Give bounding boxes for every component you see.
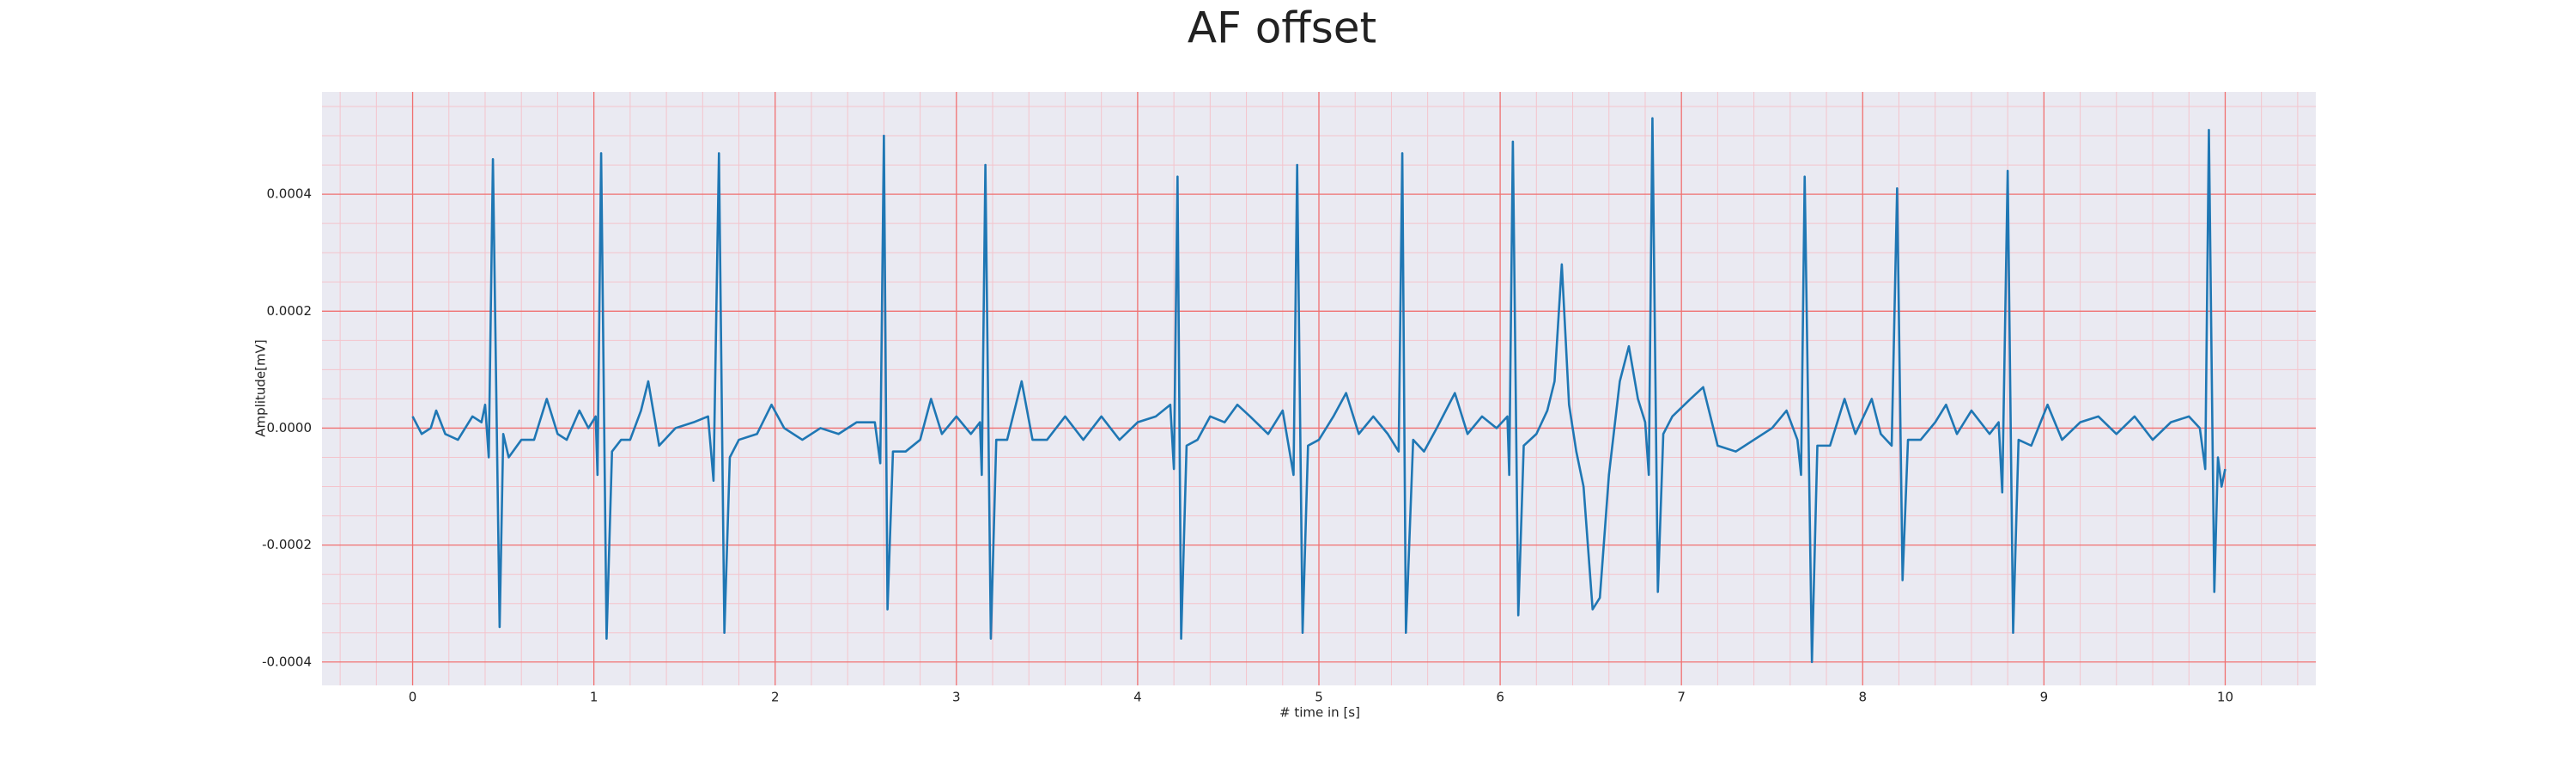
- x-tick-label: 1: [590, 690, 598, 705]
- chart-title: AF offset: [1188, 3, 1376, 53]
- x-tick-label: 10: [2217, 690, 2233, 705]
- y-axis-label: Amplitude[mV]: [253, 339, 269, 436]
- y-tick-label: -0.0004: [262, 654, 312, 669]
- x-tick-label: 9: [2040, 690, 2049, 705]
- y-tick-label: -0.0002: [262, 537, 312, 552]
- x-tick-label: 0: [409, 690, 417, 705]
- y-tick-label: 0.0004: [267, 186, 313, 202]
- x-tick-label: 6: [1496, 690, 1504, 705]
- x-tick-label: 7: [1677, 690, 1686, 705]
- x-tick-label: 3: [952, 690, 961, 705]
- x-axis-label: # time in [s]: [1279, 705, 1360, 721]
- x-tick-label: 8: [1858, 690, 1867, 705]
- x-tick-label: 5: [1315, 690, 1323, 705]
- y-tick-label: 0.0002: [267, 303, 313, 319]
- x-tick-label: 2: [771, 690, 780, 705]
- y-tick-label: 0.0000: [267, 420, 313, 435]
- line: [411, 117, 2227, 664]
- x-tick-label: 4: [1133, 690, 1142, 705]
